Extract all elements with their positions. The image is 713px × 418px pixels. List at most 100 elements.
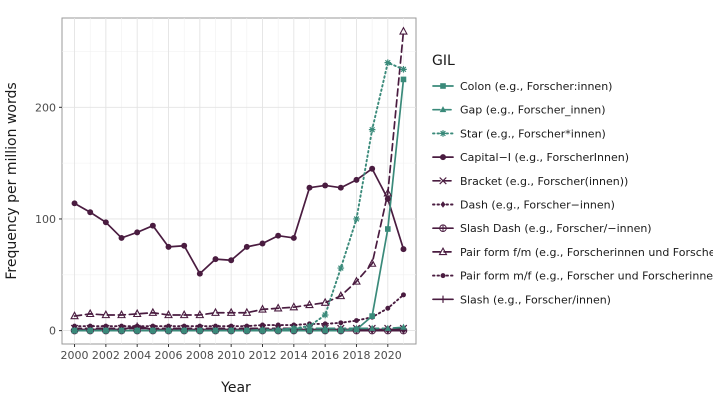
data-point	[260, 322, 265, 328]
legend-entry: Slash (e.g., Forscher/innen)	[432, 293, 611, 306]
data-point	[149, 327, 157, 334]
data-point	[338, 320, 344, 326]
data-point	[181, 242, 188, 249]
data-point	[180, 327, 188, 334]
x-tick-label: 2018	[342, 349, 370, 362]
data-point	[196, 327, 204, 334]
data-point	[322, 182, 329, 189]
x-tick-label: 2014	[280, 349, 308, 362]
legend-key-marker	[439, 177, 447, 185]
legend-key-marker	[440, 83, 446, 89]
x-tick-label: 2010	[217, 349, 245, 362]
legend-key-marker	[440, 273, 446, 279]
legend-entry: Capital−I (e.g., ForscherInnen)	[432, 151, 629, 164]
legend-entry: Slash Dash (e.g., Forscher/−innen)	[432, 222, 652, 235]
data-point	[71, 327, 78, 334]
legend-label: Slash Dash (e.g., Forscher/−innen)	[460, 222, 652, 235]
data-point	[289, 302, 299, 311]
data-point	[305, 299, 314, 309]
data-point	[337, 184, 344, 191]
data-point	[148, 307, 158, 316]
legend-entry: Star (e.g., Forscher*innen)	[432, 127, 606, 140]
legend-label: Pair form m/f (e.g., Forscher und Forsch…	[460, 270, 713, 283]
data-point	[87, 209, 94, 216]
data-point	[179, 310, 189, 319]
legend: GIL Colon (e.g., Forscher:innen) Gap (e.g…	[432, 53, 713, 306]
data-point	[86, 327, 94, 334]
data-point	[354, 318, 359, 324]
data-point	[353, 324, 360, 331]
data-point	[227, 327, 235, 334]
y-axis-title: Frequency per million words	[4, 82, 20, 279]
series-line	[73, 293, 405, 328]
legend-key-marker	[439, 224, 447, 232]
data-point	[101, 310, 111, 319]
data-point	[369, 165, 376, 172]
data-point	[70, 311, 79, 320]
x-tick-label: 2008	[186, 349, 214, 362]
x-tick-label: 2002	[92, 349, 120, 362]
data-point	[353, 215, 360, 223]
legend-key-marker	[439, 130, 447, 137]
legend-entry: Pair form m/f (e.g., Forscher und Forsch…	[432, 270, 713, 283]
data-point	[102, 327, 110, 334]
data-point	[212, 327, 219, 334]
data-point	[165, 327, 172, 334]
data-point	[352, 276, 361, 285]
data-point	[369, 313, 375, 319]
legend-label: Colon (e.g., Forscher:innen)	[460, 80, 612, 93]
x-tick-label: 2020	[374, 349, 402, 362]
grid	[62, 18, 416, 344]
legend-entry: Dash (e.g., Forscher−innen)	[432, 199, 615, 212]
data-point	[290, 325, 298, 332]
data-point	[336, 291, 346, 300]
data-point	[400, 246, 407, 253]
data-point	[400, 66, 407, 73]
data-point	[243, 243, 250, 250]
data-point	[196, 270, 203, 277]
y-tick-label: 200	[35, 101, 56, 114]
data-point	[274, 327, 282, 334]
data-point	[385, 305, 391, 311]
data-point	[164, 310, 173, 319]
x-tick-label: 2012	[248, 349, 276, 362]
data-point	[353, 176, 360, 183]
data-point	[400, 323, 407, 330]
data-point	[337, 324, 345, 331]
x-axis-ticks: 2000 2002 2004 2006 2008 2010 2012 2014 2016 2018…	[61, 344, 402, 362]
data-point	[117, 310, 126, 319]
data-point	[368, 324, 376, 331]
legend-entry: Pair form f/m (e.g., Forscherinnen und F…	[432, 246, 713, 259]
legend-entry: Gap (e.g., Forscher_innen)	[432, 104, 606, 117]
data-point	[133, 327, 141, 334]
data-point	[242, 307, 252, 316]
data-point	[102, 219, 109, 226]
data-point	[384, 324, 392, 331]
data-point	[259, 240, 266, 247]
data-point	[337, 264, 345, 272]
x-tick-label: 2006	[155, 349, 183, 362]
legend-entry: Colon (e.g., Forscher:innen)	[432, 80, 612, 93]
data-point	[290, 234, 297, 241]
legend-label: Dash (e.g., Forscher−innen)	[460, 199, 615, 212]
data-point	[149, 222, 156, 229]
data-point	[320, 297, 330, 306]
data-point	[383, 188, 393, 197]
data-point	[273, 303, 283, 312]
data-point	[400, 76, 407, 83]
data-point	[399, 26, 408, 35]
data-point	[367, 258, 377, 267]
legend-key-marker	[439, 106, 447, 113]
data-point	[384, 195, 391, 202]
legend-title: GIL	[432, 53, 455, 69]
data-point	[400, 292, 406, 298]
data-point	[275, 232, 282, 239]
legend-label: Gap (e.g., Forscher_innen)	[460, 104, 606, 117]
data-point	[226, 307, 236, 316]
x-tick-label: 2016	[311, 349, 339, 362]
data-point	[85, 308, 95, 318]
data-point	[195, 310, 205, 319]
data-point	[134, 229, 141, 236]
y-tick-label: 0	[49, 325, 56, 338]
